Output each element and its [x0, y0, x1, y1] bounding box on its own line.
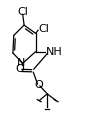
Text: O: O — [16, 64, 24, 74]
Text: NH: NH — [46, 47, 63, 57]
Text: Cl: Cl — [38, 24, 49, 34]
Text: N: N — [17, 58, 25, 68]
Text: O: O — [34, 80, 43, 90]
Text: Cl: Cl — [17, 7, 28, 17]
